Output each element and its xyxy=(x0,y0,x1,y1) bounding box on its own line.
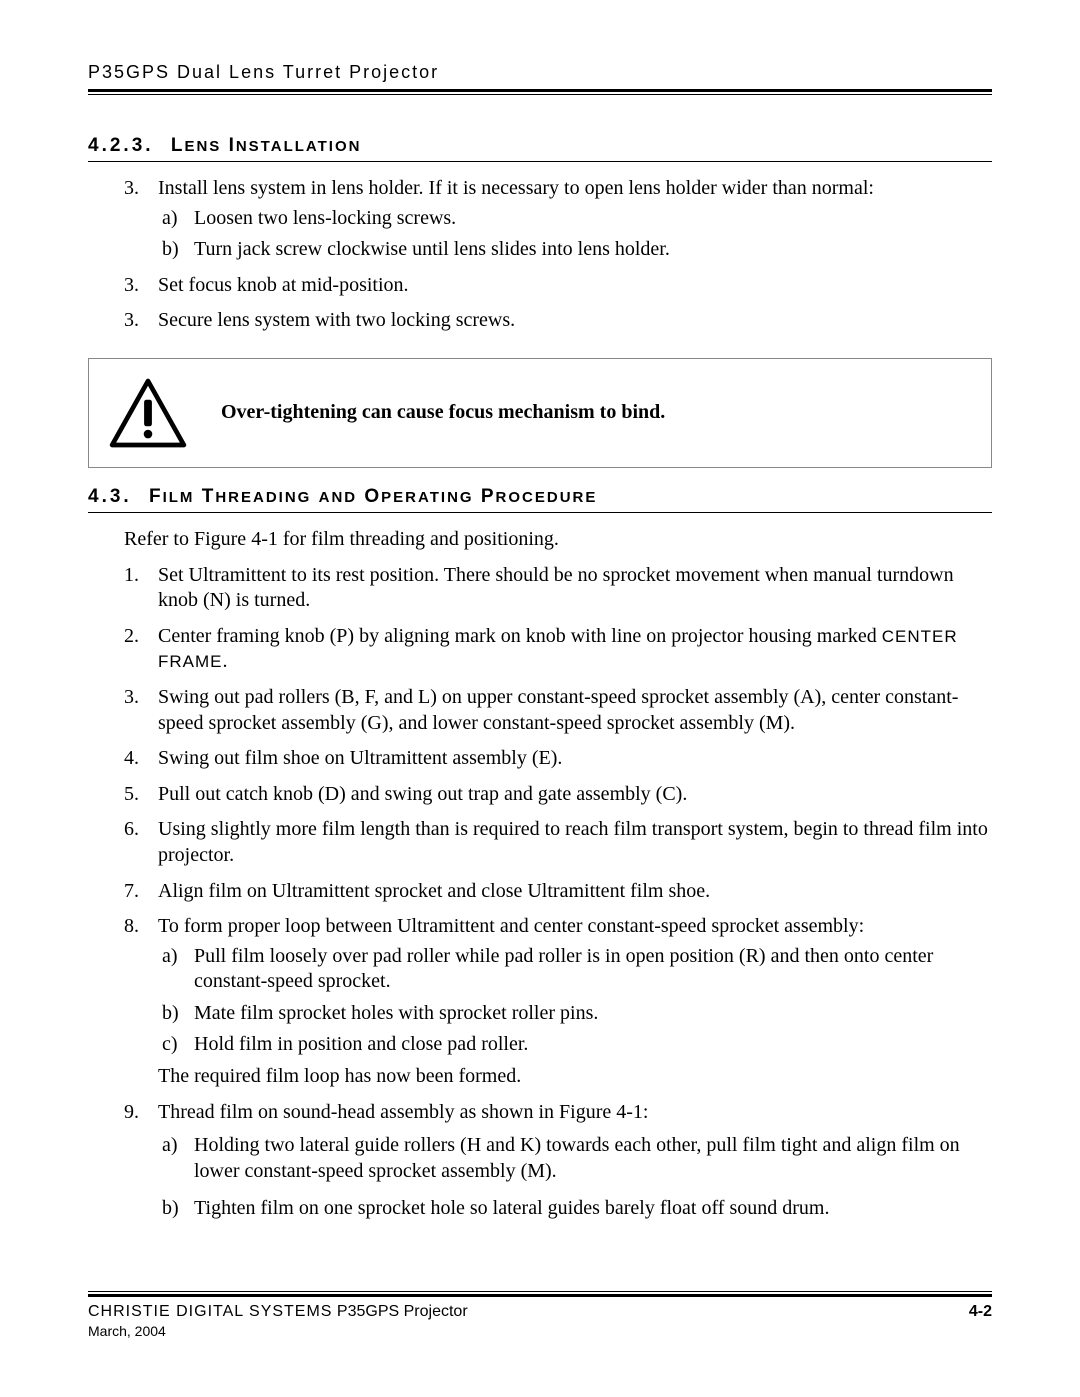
list-item: 2. Center framing knob (P) by aligning m… xyxy=(158,624,992,675)
heading-word: OPERATING xyxy=(364,486,473,507)
item-text: Install lens system in lens holder. If i… xyxy=(158,177,874,199)
heading-word: FILM xyxy=(149,486,194,507)
list-item: 3. Install lens system in lens holder. I… xyxy=(158,176,992,263)
section-number: 4.3. xyxy=(88,486,132,507)
list-item: b) Tighten film on one sprocket hole so … xyxy=(194,1196,992,1222)
item-text: Secure lens system with two locking scre… xyxy=(158,309,515,331)
list-item: 3. Set focus knob at mid-position. xyxy=(158,273,992,299)
heading-word: LENS xyxy=(171,135,221,156)
item-marker: a) xyxy=(162,206,178,232)
item-marker: b) xyxy=(162,237,179,263)
list-item: a) Holding two lateral guide rollers (H … xyxy=(194,1133,992,1184)
item-text: Using slightly more film length than is … xyxy=(158,818,988,866)
item-marker: a) xyxy=(162,1133,178,1159)
list-item: 3. Swing out pad rollers (B, F, and L) o… xyxy=(158,685,992,736)
page-header: P35GPS Dual Lens Turret Projector xyxy=(88,62,992,89)
item-text: Pull out catch knob (D) and swing out tr… xyxy=(158,783,687,805)
list-item: a) Pull film loosely over pad roller whi… xyxy=(194,944,992,995)
item-marker: b) xyxy=(162,1196,179,1222)
item-marker: 1. xyxy=(124,563,139,589)
sub-list: a) Holding two lateral guide rollers (H … xyxy=(158,1133,992,1222)
item-marker: 4. xyxy=(124,746,139,772)
section-number: 4.2.3. xyxy=(88,135,154,156)
section-43-body: Refer to Figure 4-1 for film threading a… xyxy=(88,527,992,1222)
item-text: Mate film sprocket holes with sprocket r… xyxy=(194,1002,598,1024)
warning-box: Over-tightening can cause focus mechanis… xyxy=(88,358,992,468)
list-item: 5. Pull out catch knob (D) and swing out… xyxy=(158,782,992,808)
item-text: Center framing knob (P) by aligning mark… xyxy=(158,625,958,673)
item-marker: 2. xyxy=(124,624,139,650)
item-text: Turn jack screw clockwise until lens sli… xyxy=(194,238,670,260)
item-marker: 3. xyxy=(124,176,139,202)
item-marker: b) xyxy=(162,1001,179,1027)
section-423-body: 3. Install lens system in lens holder. I… xyxy=(88,176,992,468)
page-footer: CHRISTIE DIGITAL SYSTEMS P35GPS Projecto… xyxy=(88,1291,992,1339)
heading-word: AND xyxy=(319,489,358,506)
list-item: 4. Swing out film shoe on Ultramittent a… xyxy=(158,746,992,772)
section-heading-423: 4.2.3. LENS INSTALLATION xyxy=(88,135,992,162)
item-marker: 7. xyxy=(124,879,139,905)
sub-list: a) Loosen two lens-locking screws. b) Tu… xyxy=(158,206,992,263)
item-text: To form proper loop between Ultramittent… xyxy=(158,915,864,937)
list-item: b) Turn jack screw clockwise until lens … xyxy=(194,237,992,263)
item-marker: a) xyxy=(162,944,178,970)
heading-word: THREADING xyxy=(202,486,312,507)
footer-brand-line: CHRISTIE DIGITAL SYSTEMS P35GPS Projecto… xyxy=(88,1303,468,1321)
item-text: Tighten film on one sprocket hole so lat… xyxy=(194,1197,829,1219)
item-text: Holding two lateral guide rollers (H and… xyxy=(194,1134,960,1182)
list-item: 1. Set Ultramittent to its rest position… xyxy=(158,563,992,614)
item-text: Swing out film shoe on Ultramittent asse… xyxy=(158,747,562,769)
item-marker: 6. xyxy=(124,817,139,843)
ordered-list: 1. Set Ultramittent to its rest position… xyxy=(88,563,992,1222)
item-text: Pull film loosely over pad roller while … xyxy=(194,945,933,993)
sub-list: a) Pull film loosely over pad roller whi… xyxy=(158,944,992,1058)
item-text: Set Ultramittent to its rest position. T… xyxy=(158,564,954,612)
item-marker: 8. xyxy=(124,914,139,940)
item-text: Thread film on sound-head assembly as sh… xyxy=(158,1101,648,1123)
heading-word: INSTALLATION xyxy=(229,135,362,156)
item-text: Swing out pad rollers (B, F, and L) on u… xyxy=(158,686,958,734)
ordered-list: 3. Install lens system in lens holder. I… xyxy=(88,176,992,334)
footer-rule xyxy=(88,1291,992,1297)
warning-text: Over-tightening can cause focus mechanis… xyxy=(221,400,665,426)
list-item: 6. Using slightly more film length than … xyxy=(158,817,992,868)
list-item: b) Mate film sprocket holes with sprocke… xyxy=(194,1001,992,1027)
list-item: 7. Align film on Ultramittent sprocket a… xyxy=(158,879,992,905)
footer-date: March, 2004 xyxy=(88,1323,992,1339)
item-text: Hold film in position and close pad roll… xyxy=(194,1033,528,1055)
item-text: Set focus knob at mid-position. xyxy=(158,274,409,296)
item-marker: c) xyxy=(162,1032,178,1058)
item-marker: 5. xyxy=(124,782,139,808)
list-item: c) Hold film in position and close pad r… xyxy=(194,1032,992,1058)
item-marker: 3. xyxy=(124,308,139,334)
header-rule xyxy=(88,89,992,95)
section-heading-43: 4.3. FILM THREADING AND OPERATING PROCED… xyxy=(88,486,992,513)
item-text: Align film on Ultramittent sprocket and … xyxy=(158,880,710,902)
footer-row: CHRISTIE DIGITAL SYSTEMS P35GPS Projecto… xyxy=(88,1303,992,1321)
list-item: 9. Thread film on sound-head assembly as… xyxy=(158,1100,992,1222)
item-marker: 3. xyxy=(124,273,139,299)
page-number: 4-2 xyxy=(969,1303,992,1321)
heading-word: PROCEDURE xyxy=(481,486,598,507)
item-marker: 9. xyxy=(124,1100,139,1126)
item-marker: 3. xyxy=(124,685,139,711)
intro-para: Refer to Figure 4-1 for film threading a… xyxy=(124,527,992,553)
continuation-para: The required film loop has now been form… xyxy=(158,1064,992,1090)
item-text: Loosen two lens-locking screws. xyxy=(194,207,456,229)
list-item: 3. Secure lens system with two locking s… xyxy=(158,308,992,334)
list-item: 8. To form proper loop between Ultramitt… xyxy=(158,914,992,1090)
document-page: P35GPS Dual Lens Turret Projector 4.2.3.… xyxy=(0,0,1080,1397)
list-item: a) Loosen two lens-locking screws. xyxy=(194,206,992,232)
warning-icon xyxy=(109,377,187,449)
